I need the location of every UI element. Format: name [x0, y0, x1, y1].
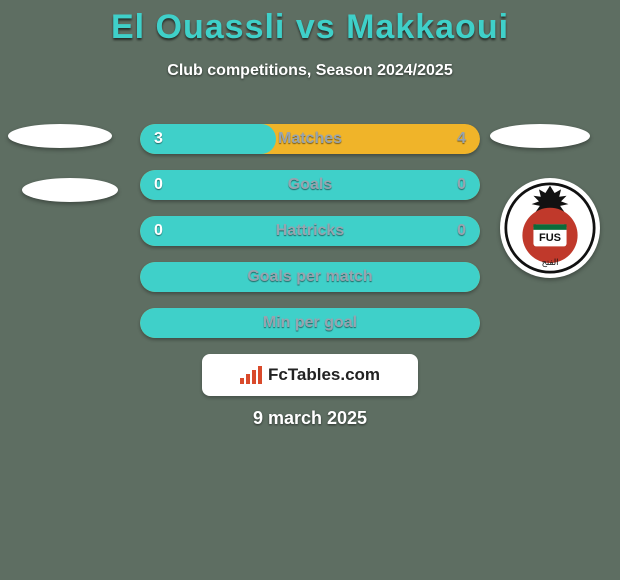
stats-comparison-card: El Ouassli vs Makkaoui Club competitions…: [0, 0, 620, 580]
subtitle: Club competitions, Season 2024/2025: [0, 62, 620, 80]
stat-bar: Hattricks00: [140, 216, 480, 246]
stat-bar: Matches34: [140, 124, 480, 154]
footer-logo[interactable]: FcTables.com: [202, 354, 418, 396]
date-label: 9 march 2025: [0, 408, 620, 429]
left-team-badge: [8, 124, 112, 148]
right-team-badge-placeholder: [490, 124, 590, 148]
right-team-crest: FUS الفتح: [500, 178, 600, 278]
left-team-badge-2: [22, 178, 118, 202]
svg-text:الفتح: الفتح: [542, 258, 559, 267]
svg-text:FUS: FUS: [539, 232, 561, 244]
stat-bar: Goals per match: [140, 262, 480, 292]
fctables-icon: [240, 366, 262, 384]
page-title: El Ouassli vs Makkaoui: [0, 8, 620, 47]
stat-bar: Goals00: [140, 170, 480, 200]
crest-icon: FUS الفتح: [504, 182, 596, 274]
stat-bar: Min per goal: [140, 308, 480, 338]
stat-bars: Matches34 Goals00 Hattricks00 Goals per mat…: [140, 124, 480, 338]
footer-logo-text: FcTables.com: [268, 365, 380, 385]
